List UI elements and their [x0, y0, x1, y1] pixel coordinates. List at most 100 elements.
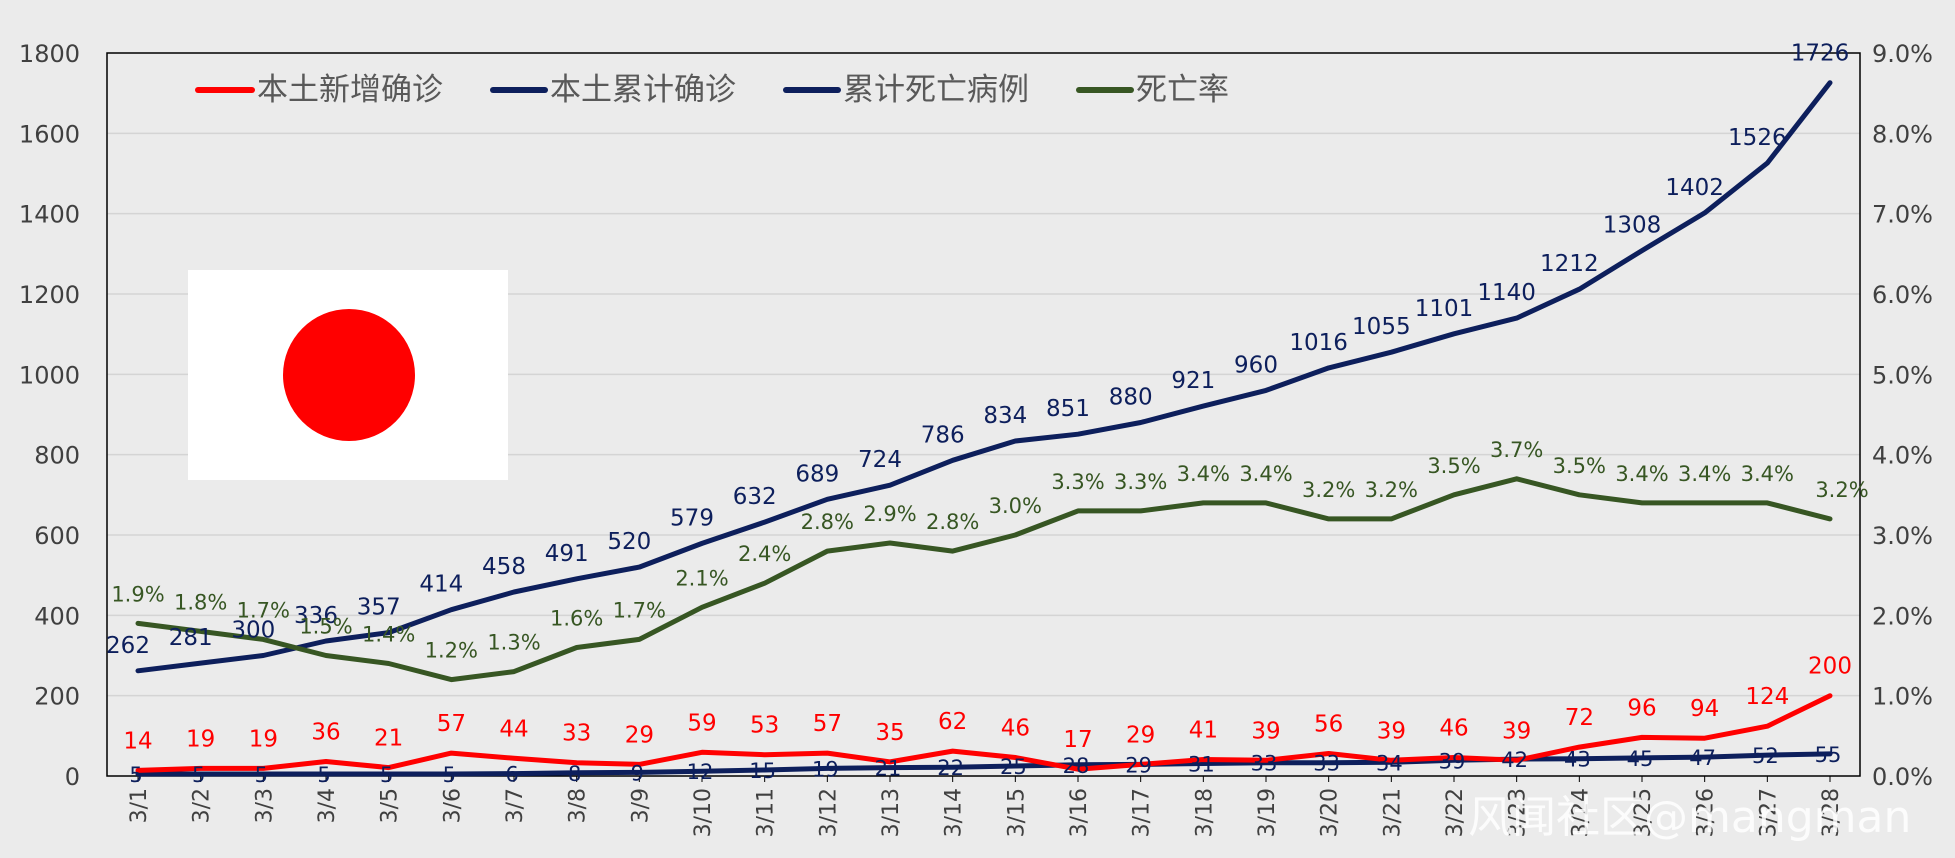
death-rate-label: 1.3%: [487, 631, 540, 655]
cumulative-cases-label: 1055: [1352, 314, 1411, 340]
x-tick-label: 3/4: [315, 788, 340, 823]
new-cases-label: 21: [374, 726, 403, 752]
cumulative-cases-label: 458: [482, 554, 526, 580]
y-left-tick-label: 1800: [19, 40, 80, 68]
x-tick-label: 3/26: [1694, 788, 1719, 837]
cumulative-deaths-label: 6: [505, 763, 518, 787]
cumulative-cases-line: [135, 80, 1833, 674]
x-tick-label: 3/6: [440, 788, 465, 823]
new-cases-label: 56: [1314, 712, 1343, 738]
new-cases-label: 19: [186, 726, 215, 752]
cumulative-deaths-label: 5: [317, 763, 330, 787]
cumulative-deaths-label: 34: [1376, 751, 1403, 775]
new-cases-label: 53: [750, 713, 779, 739]
cumulative-cases-label: 336: [294, 603, 338, 629]
cumulative-cases-label: 1402: [1665, 175, 1724, 201]
cumulative-cases-label: 1212: [1540, 251, 1599, 277]
x-tick-label: 3/11: [754, 788, 779, 837]
cumulative-deaths-label: 42: [1501, 748, 1528, 772]
x-tick-label: 3/5: [378, 788, 403, 823]
death-rate-label: 3.3%: [1051, 470, 1104, 494]
death-rate-label: 1.4%: [362, 623, 415, 647]
plot-frame: [106, 52, 1861, 777]
new-cases-label: 29: [625, 722, 654, 748]
death-rate-label: 3.5%: [1427, 454, 1480, 478]
death-rate-label: 2.8%: [801, 510, 854, 534]
y-right-tick-label: 1.0%: [1872, 683, 1933, 711]
legend-label-cumulative-cases: 本土累计确诊: [550, 72, 736, 108]
death-rate-label: 1.7%: [237, 598, 290, 622]
cumulative-deaths-label: 8: [568, 762, 581, 786]
cumulative-deaths-label: 47: [1689, 746, 1716, 770]
cumulative-cases-label: 834: [983, 403, 1027, 429]
cumulative-deaths-label: 45: [1627, 747, 1654, 771]
cumulative-cases-label: 786: [921, 422, 965, 448]
new-cases-label: 35: [875, 720, 904, 746]
cumulative-cases-label: 579: [670, 505, 714, 531]
cumulative-cases-label: 921: [1171, 368, 1215, 394]
death-rate-label: 3.4%: [1615, 462, 1668, 486]
death-rate-label: 3.2%: [1302, 478, 1355, 502]
cumulative-deaths-label: 55: [1815, 743, 1842, 767]
y-axis-right: 0.0% 1.0% 2.0% 3.0% 4.0% 5.0% 6.0% 7.0% 8.0% 9.0%: [1872, 40, 1933, 791]
x-tick-label: 3/18: [1192, 788, 1217, 837]
cumulative-cases-label: 1140: [1477, 280, 1536, 306]
cumulative-cases-label: 851: [1046, 396, 1090, 422]
cumulative-deaths-label: 12: [687, 760, 714, 784]
legend: 本土新增确诊 本土累计确诊 累计死亡病例 死亡率: [195, 72, 1229, 108]
new-cases-label: 200: [1808, 654, 1852, 680]
death-rate-label: 3.2%: [1815, 478, 1868, 502]
cumulative-cases-label: 1101: [1415, 296, 1474, 322]
cumulative-cases-label: 262: [106, 633, 150, 659]
x-tick-label: 3/9: [628, 788, 653, 823]
death-rate-label: 1.8%: [174, 590, 227, 614]
x-tick-label: 3/27: [1756, 788, 1781, 837]
cumulative-deaths-label: 5: [255, 763, 268, 787]
y-left-tick-label: 800: [34, 442, 80, 470]
cumulative-cases-label: 724: [858, 447, 902, 473]
new-cases-label: 36: [311, 720, 340, 746]
x-tick-label: 3/15: [1004, 788, 1029, 837]
cumulative-cases-label: 1308: [1603, 213, 1662, 239]
y-right-tick-label: 7.0%: [1872, 201, 1933, 229]
death-rate-label: 1.7%: [613, 598, 666, 622]
death-rate-label: 3.4%: [1177, 462, 1230, 486]
death-rate-label: 3.3%: [1114, 470, 1167, 494]
y-right-tick-label: 6.0%: [1872, 281, 1933, 309]
death-rate-label: 1.6%: [550, 606, 603, 630]
cumulative-cases-label: 880: [1109, 385, 1153, 411]
cumulative-cases-label: 520: [607, 529, 651, 555]
y-left-tick-label: 0: [65, 763, 80, 791]
y-left-tick-label: 1600: [19, 120, 80, 148]
legend-label-death-rate: 死亡率: [1136, 72, 1229, 108]
death-rate-label: 2.9%: [863, 502, 916, 526]
y-right-tick-label: 0.0%: [1872, 763, 1933, 791]
new-cases-label: 39: [1377, 718, 1406, 744]
x-tick-label: 3/21: [1380, 788, 1405, 837]
death-rate-label: 3.0%: [989, 494, 1042, 518]
death-rate-label: 1.2%: [425, 639, 478, 663]
cumulative-deaths-label: 5: [192, 763, 205, 787]
new-cases-label: 96: [1627, 695, 1656, 721]
death-rate-label: 3.5%: [1553, 454, 1606, 478]
y-left-tick-label: 1400: [19, 201, 80, 229]
death-rate-label: 2.4%: [738, 542, 791, 566]
x-tick-label: 3/7: [503, 788, 528, 823]
cumulative-deaths-label: 25: [1000, 755, 1027, 779]
new-cases-label: 72: [1565, 705, 1594, 731]
new-cases-label: 39: [1251, 718, 1280, 744]
new-cases-label: 14: [123, 728, 152, 754]
cumulative-cases-label: 414: [419, 572, 463, 598]
new-cases-label: 59: [687, 710, 716, 736]
cumulative-cases-label: 281: [169, 625, 213, 651]
death-rate-label: 3.4%: [1678, 462, 1731, 486]
death-rate-label: 2.8%: [926, 510, 979, 534]
new-cases-label: 19: [249, 726, 278, 752]
cumulative-deaths-label: 15: [749, 759, 776, 783]
cumulative-deaths-label: 33: [1313, 752, 1340, 776]
legend-label-new-cases: 本土新增确诊: [257, 72, 443, 108]
cumulative-cases-label: 357: [357, 595, 401, 621]
x-tick-label: 3/16: [1067, 788, 1092, 837]
cumulative-cases-label: 491: [545, 541, 589, 567]
